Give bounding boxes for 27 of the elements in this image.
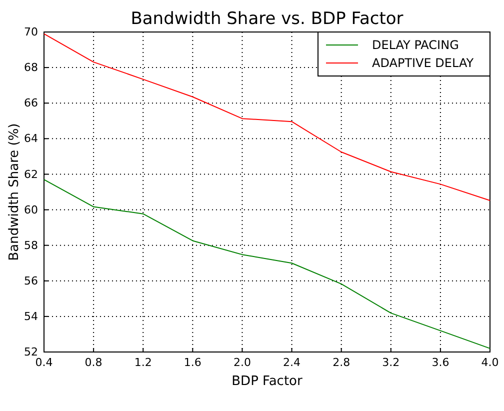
legend-label: ADAPTIVE DELAY	[372, 56, 474, 70]
y-tick-label: 60	[24, 203, 38, 216]
x-tick-label: 1.2	[134, 356, 152, 369]
x-tick-label: 2.0	[233, 356, 251, 369]
line-series	[44, 33, 490, 202]
x-tick-label: 0.8	[84, 356, 102, 369]
line-series	[44, 179, 490, 349]
x-tick-label: 0.4	[35, 356, 53, 369]
x-tick-label: 2.8	[332, 356, 350, 369]
x-tick-label: 2.4	[283, 356, 301, 369]
y-tick-label: 58	[24, 238, 38, 252]
x-tick-label: 3.6	[432, 356, 450, 369]
legend-label: DELAY PACING	[372, 38, 459, 52]
y-tick-label: 52	[24, 346, 38, 359]
y-tick-label: 66	[24, 96, 38, 110]
y-tick-label: 62	[24, 168, 38, 181]
y-tick-label: 56	[24, 274, 38, 288]
chart-title: Bandwidth Share vs. BDP Factor	[130, 9, 404, 29]
x-tick-label: 1.6	[184, 356, 202, 369]
y-axis-title: Bandwidth Share (%)	[7, 123, 22, 261]
y-tick-label: 64	[24, 132, 38, 146]
y-tick-label: 70	[24, 26, 38, 39]
x-tick-label: 4.0	[481, 356, 499, 369]
y-tick-label: 68	[24, 61, 38, 74]
x-axis-title: BDP Factor	[232, 374, 303, 389]
y-tick-label: 54	[24, 310, 38, 323]
x-tick-label: 3.2	[382, 356, 400, 369]
